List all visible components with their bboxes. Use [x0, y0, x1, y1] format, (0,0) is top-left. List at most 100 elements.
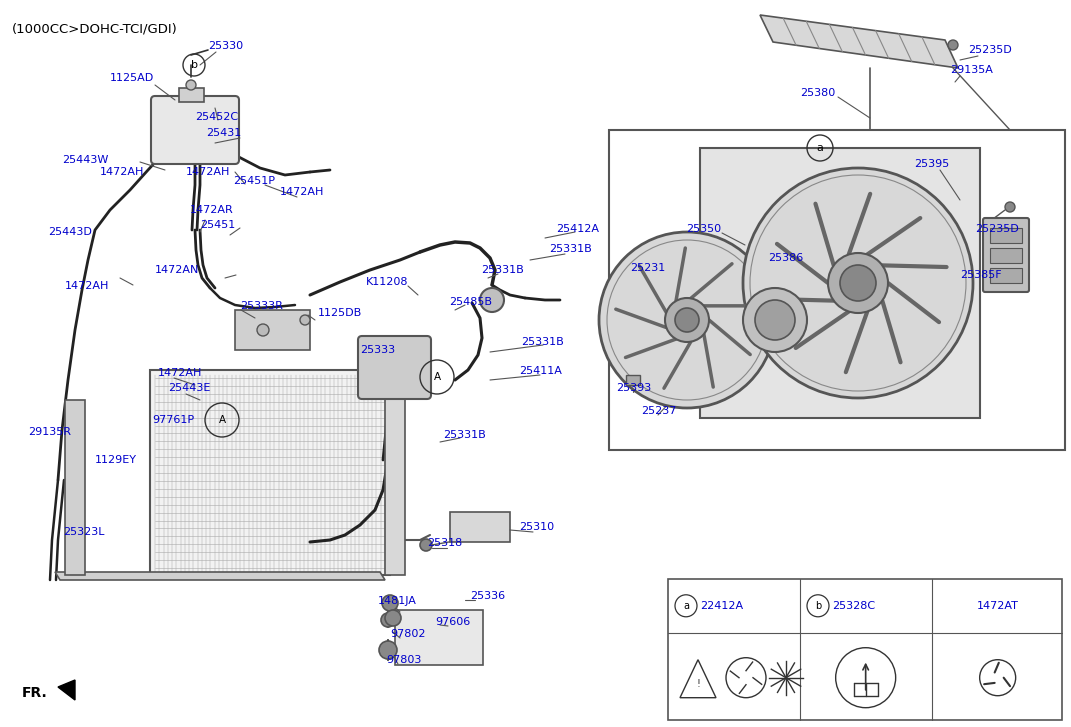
- Bar: [668, 579, 1062, 720]
- Circle shape: [1005, 202, 1015, 212]
- Bar: [450, 512, 510, 542]
- Text: 1472AH: 1472AH: [159, 368, 202, 378]
- Text: 25331B: 25331B: [549, 244, 592, 254]
- Text: b: b: [191, 60, 197, 70]
- Text: 25323L: 25323L: [63, 527, 105, 537]
- Text: A: A: [218, 415, 226, 425]
- Bar: [395, 610, 483, 665]
- Text: 1472AH: 1472AH: [65, 281, 109, 291]
- Text: 25485B: 25485B: [449, 297, 492, 307]
- Circle shape: [828, 253, 888, 313]
- Circle shape: [840, 265, 876, 301]
- Circle shape: [948, 40, 957, 50]
- Circle shape: [384, 610, 401, 626]
- Text: 25385F: 25385F: [960, 270, 1001, 280]
- Polygon shape: [760, 15, 957, 68]
- Text: 1472AH: 1472AH: [280, 187, 325, 197]
- Circle shape: [480, 288, 504, 312]
- Circle shape: [257, 324, 269, 336]
- Text: 25237: 25237: [642, 406, 677, 416]
- Text: 25451P: 25451P: [233, 176, 275, 186]
- Text: 25443D: 25443D: [48, 227, 92, 237]
- Text: 25350: 25350: [687, 224, 721, 234]
- Text: 25411A: 25411A: [519, 366, 562, 376]
- Text: b: b: [815, 601, 821, 611]
- Text: 25310: 25310: [519, 522, 554, 532]
- Bar: [700, 148, 980, 418]
- Bar: [65, 400, 85, 575]
- Text: 25431: 25431: [206, 128, 241, 138]
- Text: 97803: 97803: [386, 655, 421, 665]
- Text: 25333: 25333: [360, 345, 395, 355]
- Circle shape: [755, 300, 795, 340]
- Text: 97606: 97606: [435, 617, 470, 627]
- Text: 25412A: 25412A: [556, 224, 599, 234]
- Text: 1472AN: 1472AN: [155, 265, 199, 275]
- Bar: [627, 375, 640, 385]
- Text: a: a: [816, 143, 824, 153]
- Text: 25331B: 25331B: [481, 265, 524, 275]
- Text: 1481JA: 1481JA: [378, 596, 417, 606]
- Text: FR.: FR.: [22, 686, 48, 700]
- Text: !: !: [696, 679, 700, 688]
- Polygon shape: [58, 680, 75, 700]
- Circle shape: [381, 613, 395, 627]
- Text: 25235D: 25235D: [968, 45, 1012, 55]
- Text: 25331B: 25331B: [521, 337, 563, 347]
- Circle shape: [420, 539, 432, 551]
- FancyBboxPatch shape: [358, 336, 431, 399]
- Circle shape: [186, 80, 196, 90]
- Text: 1472AR: 1472AR: [190, 205, 233, 215]
- Text: K11208: K11208: [366, 277, 408, 287]
- Text: 1129EY: 1129EY: [95, 455, 137, 465]
- Text: A: A: [434, 372, 440, 382]
- Bar: [990, 228, 1022, 243]
- Bar: [990, 248, 1022, 263]
- Text: a: a: [683, 601, 689, 611]
- Text: 25318: 25318: [427, 538, 463, 548]
- Circle shape: [743, 168, 972, 398]
- Text: 1472AT: 1472AT: [977, 601, 1019, 611]
- Text: 25333R: 25333R: [240, 301, 283, 311]
- Text: 97761P: 97761P: [152, 415, 194, 425]
- Text: 22412A: 22412A: [700, 601, 743, 611]
- Text: 1125AD: 1125AD: [110, 73, 154, 83]
- Text: 25386: 25386: [768, 253, 803, 263]
- Bar: [384, 370, 405, 575]
- Circle shape: [300, 315, 310, 325]
- Bar: [990, 268, 1022, 283]
- Text: 25331B: 25331B: [443, 430, 486, 440]
- Text: 1472AH: 1472AH: [186, 167, 230, 177]
- Circle shape: [382, 595, 398, 611]
- Text: 25452C: 25452C: [195, 112, 238, 122]
- Circle shape: [665, 298, 709, 342]
- FancyBboxPatch shape: [151, 96, 239, 164]
- Polygon shape: [150, 370, 390, 575]
- Text: 25393: 25393: [616, 383, 651, 393]
- Text: 25451: 25451: [200, 220, 236, 230]
- Text: 1472AH: 1472AH: [100, 167, 145, 177]
- Text: 25336: 25336: [470, 591, 506, 601]
- Text: 29135R: 29135R: [28, 427, 71, 437]
- Text: 25330: 25330: [208, 41, 243, 51]
- FancyBboxPatch shape: [983, 218, 1029, 292]
- Text: 25380: 25380: [800, 88, 835, 98]
- Circle shape: [743, 288, 808, 352]
- Circle shape: [599, 232, 775, 408]
- Bar: [235, 310, 310, 350]
- Circle shape: [379, 641, 397, 659]
- Bar: [609, 130, 1065, 450]
- Text: 25235D: 25235D: [975, 224, 1019, 234]
- Text: 25443E: 25443E: [168, 383, 210, 393]
- Text: 97802: 97802: [390, 629, 425, 639]
- Text: 29135A: 29135A: [950, 65, 993, 75]
- Text: 25231: 25231: [630, 263, 665, 273]
- Polygon shape: [55, 572, 384, 580]
- Text: 25443W: 25443W: [62, 155, 108, 165]
- Circle shape: [675, 308, 699, 332]
- Text: 25395: 25395: [914, 159, 949, 169]
- Text: 25328C: 25328C: [832, 601, 875, 611]
- Text: 1125DB: 1125DB: [318, 308, 362, 318]
- Bar: [179, 88, 203, 102]
- Text: (1000CC>DOHC-TCI/GDI): (1000CC>DOHC-TCI/GDI): [12, 22, 178, 35]
